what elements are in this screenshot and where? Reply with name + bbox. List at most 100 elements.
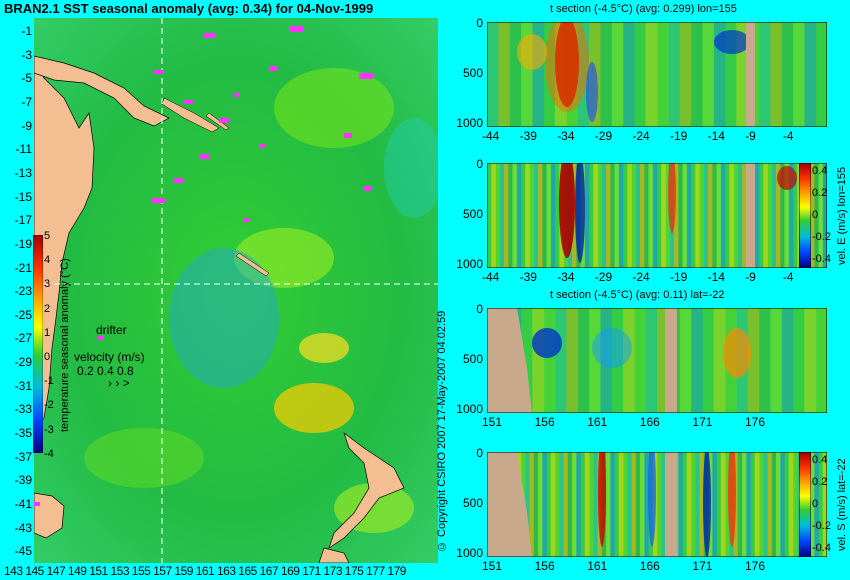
section-y-tick: 1000 [456,257,483,271]
map-colorbar-tick: -3 [44,423,54,436]
lat-tick-label: -33 [14,402,32,417]
anomaly-patch [169,248,279,388]
section-y-tick: 1000 [456,546,483,560]
section-x-tick: -44 [482,270,500,284]
section-colorbar-label: vel. E (m/s) lon=155 [836,166,848,265]
lat-tick-label: -39 [14,473,32,488]
section-y-tick: 500 [462,352,483,366]
section-colorbar-tick: -0.4 [812,542,831,554]
section-x-tick: -29 [594,129,613,143]
tasmania-landmass [34,492,65,539]
lat-tick-label: -9 [21,118,32,133]
lon-tick-label: 171 [302,564,321,578]
section-colorbar [799,163,811,268]
lon-tick-label: 149 [67,564,87,578]
section-x-tick: -4 [782,129,794,143]
lon-tick-label: 175 [344,564,364,578]
section-y-tick: 0 [476,302,483,316]
lon-tick-label: 177 [366,564,385,578]
lon-tick-label: 167 [259,564,279,578]
section-x-tick: -34 [557,270,575,284]
section-x-tick: -24 [632,270,650,284]
section-y-tick: 0 [476,446,483,460]
lat-tick-label: -1 [21,24,32,38]
lat-tick-label: -11 [15,142,32,157]
section-panel [487,452,827,557]
lat-tick-label: -5 [21,71,32,86]
section-colorbar-tick: 0.4 [812,165,828,177]
section-colorbar-tick: 0.2 [812,476,828,488]
new-zealand-landmass [328,432,405,549]
lat-tick-label: -19 [14,236,32,251]
lat-tick-label: -41 [14,497,32,511]
section-panel [487,163,827,268]
map-colorbar-tick: -4 [44,447,54,460]
lat-tick-label: -27 [14,331,32,346]
section-colorbar-label: vel. S (m/s) lat=-22 [836,458,848,551]
lat-tick-label: -37 [14,449,32,464]
lat-tick-label: -15 [14,189,32,204]
lon-tick-label: 151 [89,564,108,578]
map-colorbar-tick: 0 [44,351,51,363]
section-x-tick: 171 [692,415,713,429]
australia-landmass [34,59,95,429]
section-x-tick: -14 [707,129,725,143]
section-x-tick: 166 [639,415,660,429]
section-y-tick: 0 [476,157,483,171]
section-x-tick: -9 [745,270,756,284]
lon-tick-label: 153 [110,564,130,578]
anomaly-patch [274,383,354,433]
section-y-tick: 500 [462,496,483,510]
copyright-text: © Copyright CSIRO 2007 17-May-2007 04:02… [436,310,448,552]
section-x-tick: -39 [519,129,537,143]
lat-tick-label: -43 [14,520,32,535]
section-x-tick: -24 [632,129,650,143]
lon-tick-label: 157 [153,564,172,578]
section-x-tick: -19 [670,270,688,284]
section-x-tick: 161 [587,559,608,573]
velocity-label: velocity (m/s) [74,350,145,364]
section-x-tick: 166 [639,559,660,573]
section-colorbar-tick: -0.4 [812,253,831,265]
section-x-tick: 151 [482,559,503,573]
section-x-tick: 156 [534,559,555,573]
anomaly-patch [299,333,349,363]
section-x-tick: -34 [557,129,575,143]
section-x-tick: -19 [670,129,688,143]
section-x-tick: -39 [519,270,537,284]
map-colorbar-tick: 3 [44,278,51,291]
lat-tick-label: -25 [14,307,32,322]
map-colorbar-tick: 2 [44,302,51,315]
map-colorbar-tick: 1 [44,326,51,339]
lat-tick-label: -23 [14,284,32,299]
map-colorbar-tick: 5 [44,230,51,242]
lon-tick-label: 155 [131,564,151,578]
section-x-tick: 176 [745,559,766,573]
lon-tick-label: 147 [46,564,66,578]
sst-map [34,18,438,563]
section-x-tick: 151 [482,415,503,429]
new-caledonia-landmass [235,252,270,277]
lat-tick-label: -35 [14,426,32,441]
lon-tick-label: 143 [4,564,23,578]
map-colorbar [33,235,43,453]
lat-tick-label: -13 [14,165,32,180]
drifter-label: drifter [96,323,127,337]
section-y-tick: 1000 [456,116,483,130]
map-colorbar-tick: -1 [44,375,54,388]
section-colorbar-tick: 0 [812,498,819,510]
drifter-markers [34,26,373,506]
section-colorbar-tick: -0.2 [812,231,831,243]
map-colorbar-tick: 4 [44,254,51,267]
section-colorbar-tick: 0.4 [812,454,828,466]
section-colorbar-tick: 0.2 [812,187,828,199]
lat-tick-label: -3 [21,47,32,62]
section-x-tick: 176 [745,415,766,429]
lat-tick-label: -31 [14,378,32,393]
section-x-tick: -9 [745,129,756,143]
lon-tick-label: 159 [174,564,193,578]
section-panel [487,308,827,413]
lon-tick-label: 163 [217,564,236,578]
section-x-tick: 156 [534,415,555,429]
velocity-scale: 0.2 0.4 0.8 [77,364,134,378]
